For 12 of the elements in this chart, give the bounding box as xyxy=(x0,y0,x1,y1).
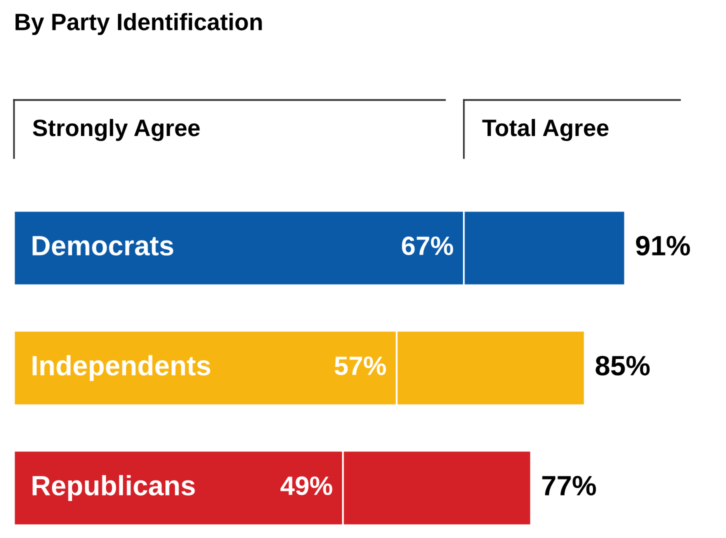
text: Strongly Agree xyxy=(32,118,200,142)
y-tick-label: Independents xyxy=(32,355,210,381)
data-label: 67% xyxy=(402,236,454,256)
data-label: 49% xyxy=(280,476,332,496)
y-tick-label: Republicans xyxy=(32,475,195,501)
total-label: 85% xyxy=(596,356,650,376)
y-tick-label: Democrats xyxy=(32,236,174,256)
data-label: 57% xyxy=(334,356,386,376)
total-label: 77% xyxy=(542,476,596,496)
chart-title: By Party Identification xyxy=(16,12,262,36)
total-label: 91% xyxy=(636,236,690,256)
text: Total Agree xyxy=(482,118,608,142)
